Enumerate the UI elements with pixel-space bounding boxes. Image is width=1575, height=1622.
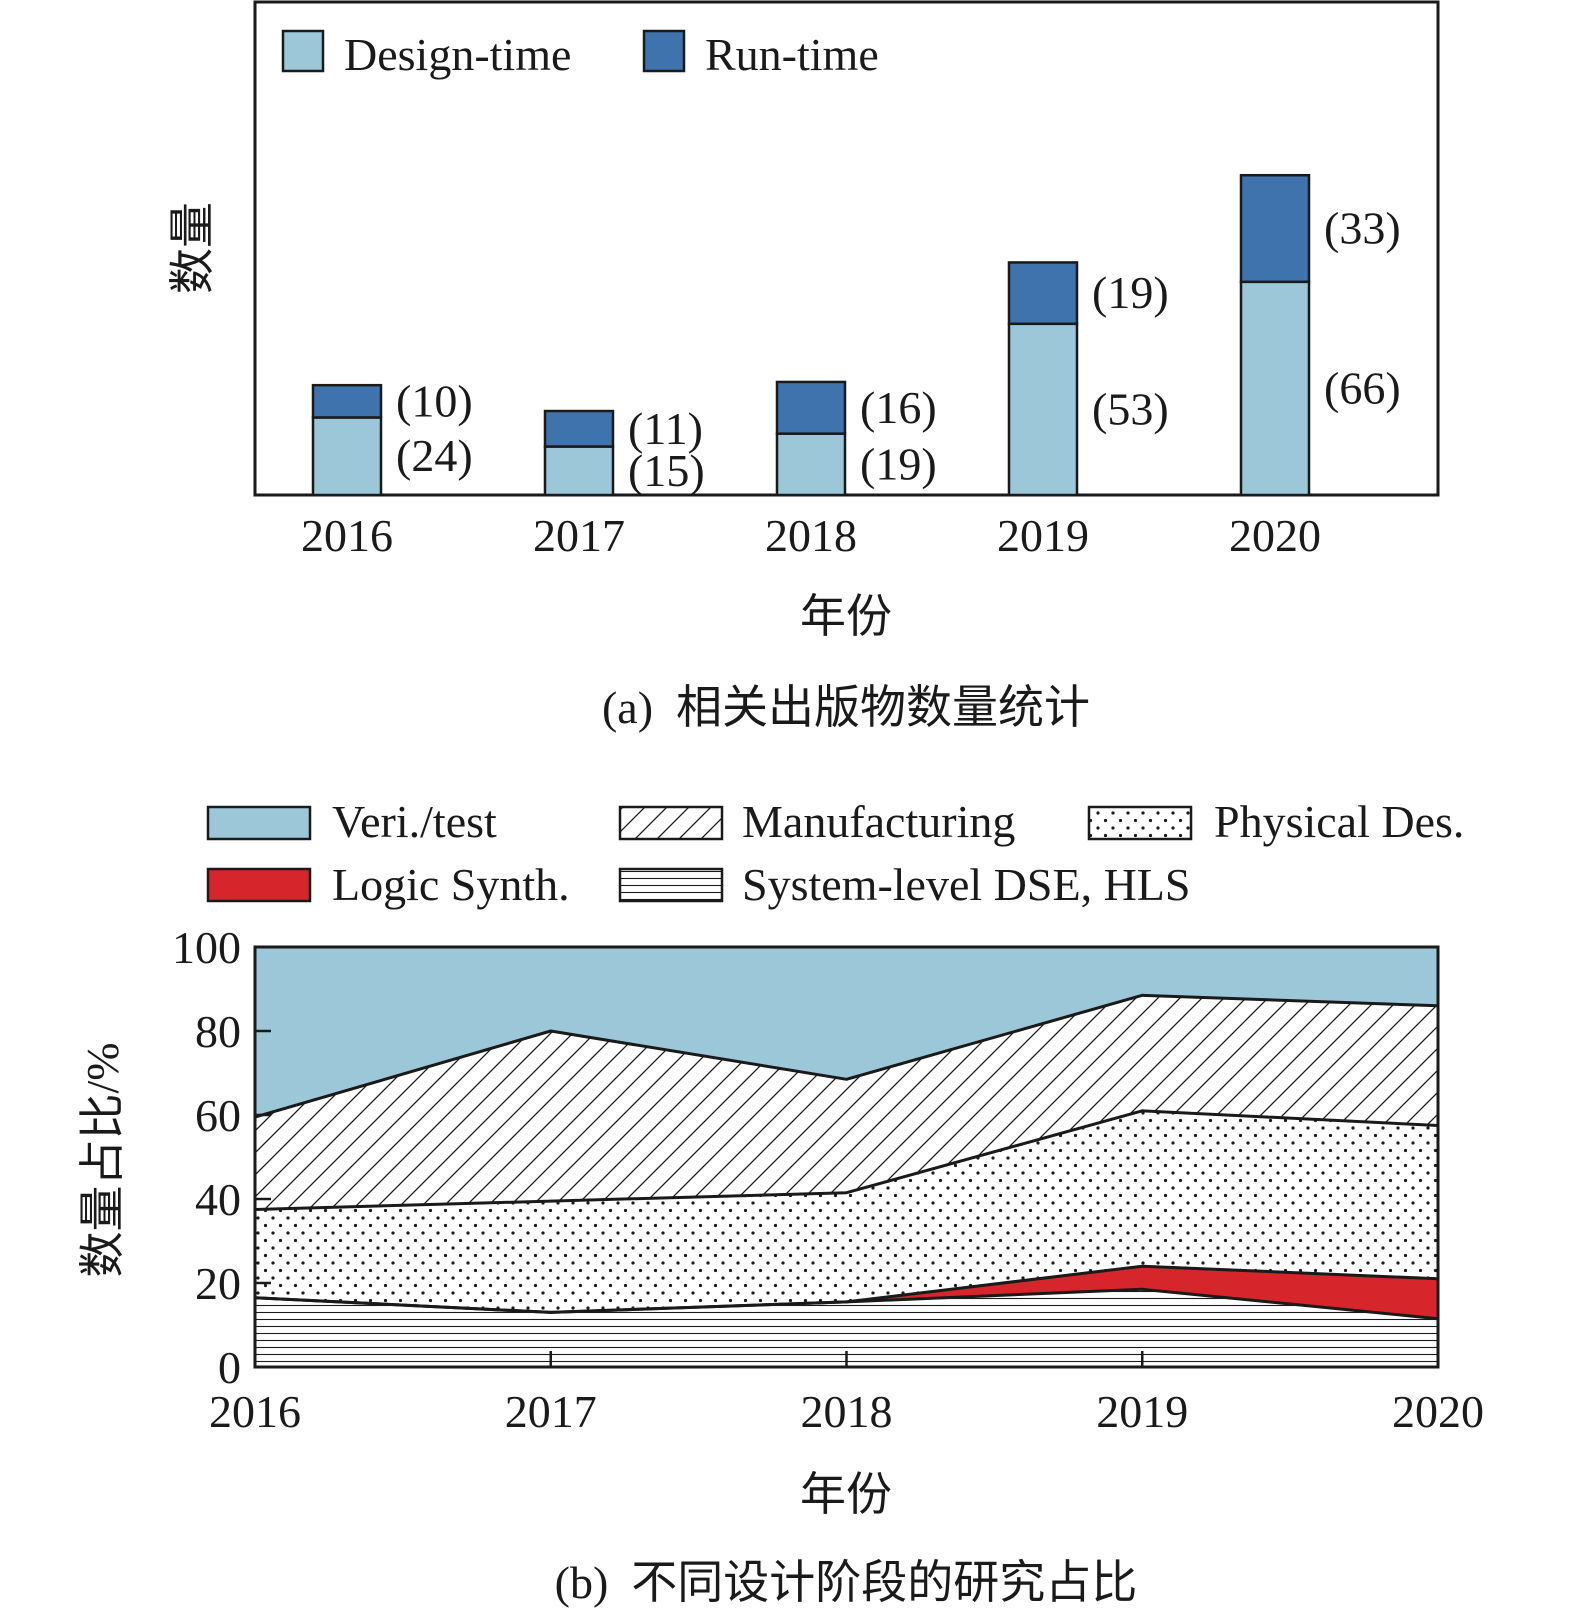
x-tick-label-b-2017: 2017 [505,1386,597,1437]
bar-group [311,173,1311,497]
x-tick-label-b-2019: 2019 [1096,1386,1188,1437]
x-tick-label-2020: 2020 [1229,510,1321,561]
y-tick-label-40: 40 [195,1174,241,1225]
area-manufacturing [255,995,1438,1210]
area-top-line-physical-des [254,1109,1439,1211]
legend-label-run-time: Run-time [705,29,879,80]
bar-design-time-2017 [543,445,615,497]
x-axis-label-b: 年份 [800,1469,892,1520]
x-ticks-b: 2016 2017 2018 2019 2020 [209,1351,1484,1437]
area-boundary-lines [254,993,1439,1321]
bar-label-run-time-2017: (11) [628,403,703,454]
legend-label-physical-des: Physical Des. [1214,796,1464,847]
x-tick-label-2016: 2016 [301,510,393,561]
area-physical-des [255,1110,1438,1313]
bar-run-time-2017 [543,409,615,448]
legend-a: Design-time Run-time [281,29,879,80]
area-veri-test [255,947,1438,1118]
y-tick-label-80: 80 [195,1006,241,1057]
y-tick-label-100: 100 [172,922,241,973]
bar-run-time-2018 [775,380,847,435]
x-tick-label-b-2018: 2018 [801,1386,893,1437]
bar-label-group: (24)(10)(15)(11)(19)(16) (53)(19)(66)(33) [396,203,1401,496]
y-axis-label-b: 数量占比/% [77,1042,128,1277]
bar-label-run-time-2018: (16) [860,382,937,433]
legend-swatch-logic-synth [206,867,312,903]
bar-label-run-time-2019: (19) [1092,267,1169,318]
legend-label-design-time: Design-time [344,29,571,80]
bar-design-time-2016 [311,416,383,497]
bar-label-design-time-2020: (66) [1324,362,1401,413]
bar-design-time-2019 [1007,322,1079,497]
caption-b: (b) 不同设计阶段的研究占比 [555,1557,1138,1608]
area-top-line-manufacturing [254,993,1439,1119]
legend-label-logic-synth: Logic Synth. [332,859,570,910]
x-tick-label-2019: 2019 [997,510,1089,561]
bar-label-design-time-2016: (24) [396,430,473,481]
area-group [255,947,1438,1367]
area-system-level-dse-hls [255,1289,1438,1367]
x-tick-label-b-2016: 2016 [209,1386,301,1437]
x-tick-label-b-2020: 2020 [1392,1386,1484,1437]
bar-design-time-2020 [1239,280,1311,497]
panel-a-bar-chart: (24)(10)(15)(11)(19)(16) (53)(19)(66)(33)… [167,0,1440,733]
y-tick-label-20: 20 [195,1258,241,1309]
legend-swatch-system-level [618,867,724,903]
bar-label-run-time-2020: (33) [1324,203,1401,254]
area-logic-synth [255,1266,1438,1319]
area-top-line-logic-synth [254,1264,1439,1314]
caption-a: (a) 相关出版物数量统计 [602,682,1090,733]
y-tick-label-60: 60 [195,1090,241,1141]
bar-label-design-time-2018: (19) [860,438,937,489]
legend-swatch-design-time [281,29,325,73]
y-tick-label-0: 0 [218,1342,241,1393]
bar-run-time-2020 [1239,173,1311,284]
y-axis-label-a: 数量 [167,202,218,294]
legend-swatch-manufacturing [618,805,724,841]
bar-label-design-time-2017: (15) [628,445,705,496]
legend-label-veri-test: Veri./test [332,796,497,847]
legend-swatch-run-time [642,29,686,73]
legend-label-manufacturing: Manufacturing [742,796,1015,847]
y-ticks-b: 0 20 40 60 80 100 [172,922,271,1393]
bar-run-time-2016 [311,383,383,419]
bar-run-time-2019 [1007,261,1079,326]
x-tick-label-2018: 2018 [765,510,857,561]
legend-label-system-level: System-level DSE, HLS [742,859,1190,910]
legend-swatch-physical-des [1087,805,1193,841]
x-axis-label-a: 年份 [800,591,892,642]
x-tick-label-2017: 2017 [533,510,625,561]
x-tick-labels-a: 2016 2017 2018 2019 2020 [301,510,1321,561]
legend-swatch-veri-test [206,805,312,841]
bar-label-design-time-2019: (53) [1092,383,1169,434]
panel-b-area-chart: Veri./test Manufacturing Physical Des. L… [77,796,1484,1608]
bar-label-run-time-2016: (10) [396,375,473,426]
bar-design-time-2018 [775,432,847,497]
legend-b: Veri./test Manufacturing Physical Des. L… [206,796,1464,910]
